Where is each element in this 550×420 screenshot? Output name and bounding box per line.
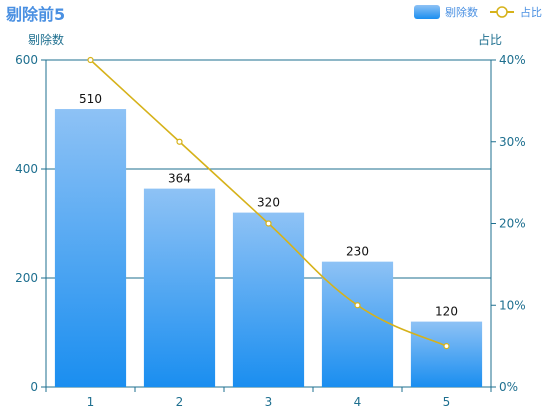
x-tick-label: 2 — [176, 395, 184, 409]
right-axis-name: 占比 — [478, 32, 502, 47]
left-tick-label: 0 — [30, 380, 38, 394]
bar-data-label: 320 — [257, 196, 280, 210]
right-tick-label: 30% — [499, 135, 526, 149]
right-tick-label: 10% — [499, 298, 526, 312]
legend-line-label[interactable]: 占比 — [520, 5, 542, 19]
legend-bar-swatch[interactable] — [414, 5, 440, 19]
left-tick-label: 600 — [15, 53, 38, 67]
legend: 剔除数 占比 — [414, 5, 542, 19]
x-tick-label: 5 — [443, 395, 451, 409]
bar-data-labels: 510 364 320 230 120 — [79, 92, 458, 319]
x-tick-label: 3 — [265, 395, 273, 409]
legend-bar-label[interactable]: 剔除数 — [445, 5, 478, 19]
tick-labels: 0 200 400 600 0% 10% 20% 30% 40% 1 2 3 4 5 — [15, 53, 526, 409]
legend-line-marker-icon — [496, 6, 508, 18]
line-point[interactable] — [354, 302, 361, 309]
bar[interactable] — [54, 109, 127, 388]
bar[interactable] — [321, 261, 394, 387]
line-point[interactable] — [265, 220, 272, 227]
x-tick-label: 1 — [87, 395, 95, 409]
right-tick-label: 0% — [499, 380, 518, 394]
right-tick-label: 40% — [499, 53, 526, 67]
bar[interactable] — [410, 321, 483, 387]
bar-data-label: 230 — [346, 245, 369, 259]
line-point[interactable] — [87, 56, 94, 64]
bar[interactable] — [143, 188, 216, 387]
bar-data-label: 120 — [435, 305, 458, 319]
chart-title: 剔除前5 — [5, 5, 65, 24]
left-axis-name: 剔除数 — [28, 32, 64, 47]
bar-series — [54, 109, 483, 388]
bar-data-label: 364 — [168, 172, 191, 186]
x-tick-label: 4 — [354, 395, 362, 409]
line-point[interactable] — [176, 138, 183, 145]
line-point[interactable] — [443, 343, 450, 350]
left-tick-label: 400 — [15, 162, 38, 176]
right-tick-label: 20% — [499, 217, 526, 231]
left-tick-label: 200 — [15, 271, 38, 285]
line-series — [87, 56, 450, 350]
bar[interactable] — [232, 212, 305, 387]
bar-data-label: 510 — [79, 92, 102, 106]
